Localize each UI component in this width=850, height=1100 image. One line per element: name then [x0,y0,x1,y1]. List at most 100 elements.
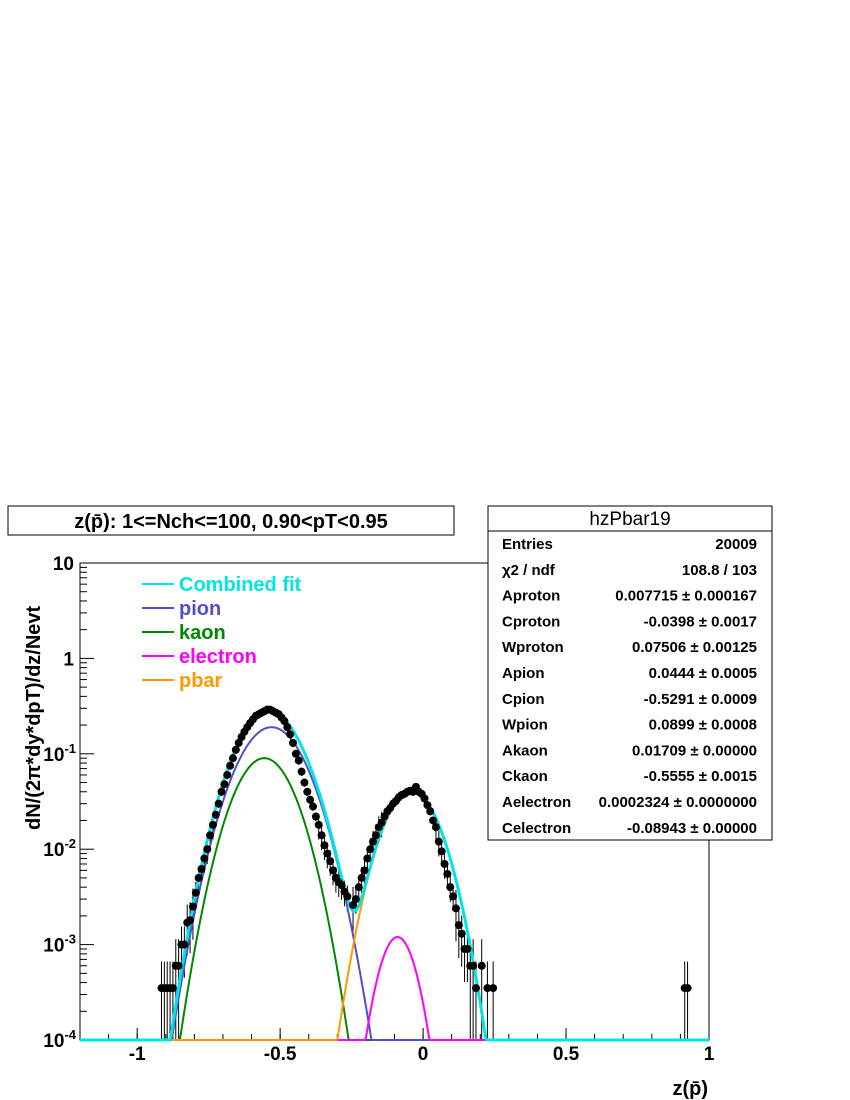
stats-label: Apion [502,665,545,682]
x-axis-label: z(p̄) [672,1078,708,1100]
data-point [483,984,492,993]
y-axis-label: dN/(2π*dy*dpT)/dz/Nevt [23,605,45,830]
x-tick-label: 0 [418,1044,429,1065]
data-point [306,795,315,804]
data-point [429,816,438,825]
y-tick-label: 10-1 [43,741,76,766]
data-point [337,881,346,890]
data-point [180,940,189,949]
data-point [188,902,197,911]
data-point [446,883,455,892]
data-point [286,730,295,739]
data-point [683,984,692,993]
stats-value: 108.8 / 103 [682,562,757,579]
data-point [317,831,326,840]
title-box: z(p̄): 1<=Nch<=100, 0.90<pT<0.95 [7,505,455,536]
data-point [208,820,217,829]
data-point [303,787,312,796]
data-point [168,984,177,993]
data-point [449,892,458,901]
axes: -1 -0.5 0 0.5 1 10-4 10-3 10-2 10-1 1 10 [43,554,714,1065]
data-point [426,807,435,816]
data-points [157,705,692,993]
stats-label: χ2 / ndf [502,562,556,579]
data-point [220,780,229,789]
data-point [357,873,366,882]
x-tick-label: 1 [704,1044,715,1065]
stats-label: Ckaon [502,768,548,785]
stats-value: 0.0444 ± 0.0005 [649,665,757,682]
data-point [431,823,440,832]
data-point [291,749,300,758]
data-point [214,799,223,808]
data-point [489,984,498,993]
stats-label: Celectron [502,820,571,837]
data-point [437,847,446,856]
stats-label: Cpion [502,691,545,708]
data-point [366,845,375,854]
data-point [326,857,335,866]
stats-label: Entries [502,536,553,553]
y-tick-label: 10-2 [43,836,76,861]
data-point [320,841,329,850]
data-point [309,802,318,811]
y-tick-label: 10 [53,554,74,575]
data-point [280,717,289,726]
data-point [311,812,320,821]
stats-label: Aproton [502,588,560,605]
data-point [289,738,298,747]
data-point [423,801,432,810]
stats-box: hzPbar19 Entries 20009 χ2 / ndf 108.8 / 103… [487,505,773,841]
data-point [300,778,309,787]
stats-label: Wproton [502,639,564,656]
y-tick-label: 10-3 [43,932,76,957]
stats-value: 0.07506 ± 0.00125 [632,639,757,656]
stats-label: Wpion [502,717,548,734]
data-point [194,873,203,882]
legend-label: pbar [179,670,223,692]
data-point [294,756,303,765]
data-point [203,845,212,854]
data-point [343,892,352,901]
data-point [234,738,243,747]
legend-label: Combined fit [179,574,302,596]
data-point [377,818,386,827]
stats-value: 0.0002324 ± 0.0000000 [599,794,757,811]
stats-value: -0.08943 ± 0.00000 [627,820,757,837]
data-point [226,761,235,770]
data-point [360,866,369,875]
data-point [231,745,240,754]
data-point [369,837,378,846]
data-point [443,869,452,878]
data-point [371,831,380,840]
data-point [297,767,306,776]
x-tick-label: -0.5 [264,1044,297,1065]
data-point [454,921,463,930]
data-point [329,866,338,875]
data-point [351,895,360,904]
data-point [206,831,215,840]
data-point [469,961,478,970]
data-point [420,794,429,803]
data-point [197,865,206,874]
stats-label: Akaon [502,742,548,759]
data-point [191,888,200,897]
stats-value: 20009 [715,536,757,553]
stats-label: Cproton [502,613,560,630]
data-point [349,901,358,910]
data-point [354,883,363,892]
data-point [434,837,443,846]
stats-value: 0.0899 ± 0.0008 [649,717,757,734]
data-point [223,770,232,779]
data-point [217,787,226,796]
data-point [477,961,486,970]
data-point [174,961,183,970]
stats-value: -0.5291 ± 0.0009 [644,691,757,708]
data-point [314,820,323,829]
y-tick-label: 1 [63,649,74,670]
data-point [463,944,472,953]
data-point [440,859,449,868]
x-tick-label: 0.5 [553,1044,580,1065]
